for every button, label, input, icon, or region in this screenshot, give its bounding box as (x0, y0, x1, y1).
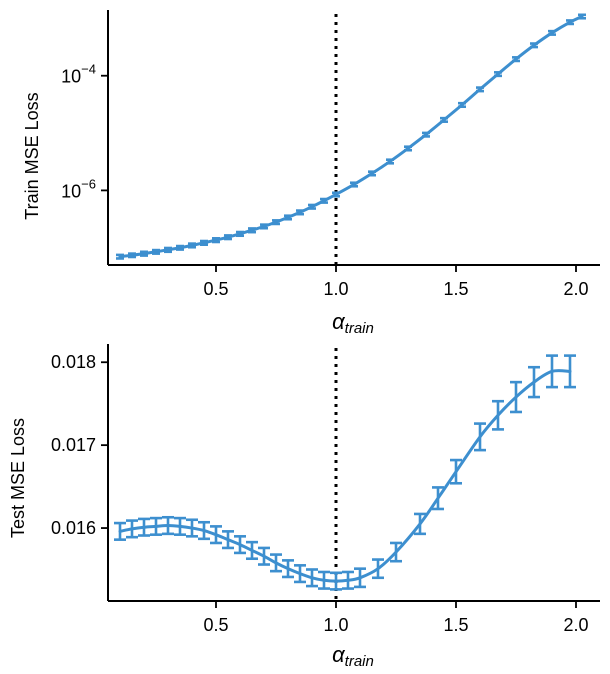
test-y-axis-title-group: Test MSE Loss (8, 418, 28, 538)
test-x-tick-label: 2.0 (563, 615, 588, 635)
train-x-axis-title: αtrain (332, 309, 374, 337)
train-x-tick-label: 1.0 (323, 279, 348, 299)
train-loss-panel: Train MSE Loss αtrain 0.5 1.0 1.5 2.0 10−6 10… (22, 10, 600, 337)
test-error-bar (270, 553, 282, 573)
test-error-bar (492, 399, 504, 431)
test-error-bar (222, 530, 234, 550)
train-error-bar (308, 203, 316, 210)
test-error-bar (546, 354, 558, 389)
train-error-bar (476, 86, 484, 93)
train-error-bar (512, 56, 520, 63)
train-error-bar (404, 145, 412, 152)
test-error-bar (162, 515, 174, 536)
train-error-bar (548, 29, 556, 36)
test-error-bar (186, 518, 198, 538)
test-error-bar (318, 570, 330, 590)
test-x-tick-label: 1.5 (443, 615, 468, 635)
train-error-bar (128, 252, 136, 259)
test-error-bar (342, 570, 354, 590)
test-error-bar (510, 380, 522, 414)
train-error-bar (530, 42, 538, 49)
test-error-bar (432, 486, 444, 511)
test-error-bar (210, 525, 222, 545)
train-error-bar (494, 71, 502, 78)
test-loss-panel: Test MSE Loss αtrain 0.5 1.0 1.5 2.00.0160.… (8, 344, 600, 670)
train-error-bar (284, 214, 292, 221)
test-y-tick-label: 0.018 (51, 352, 96, 372)
train-error-bar (236, 230, 244, 238)
test-error-bar (294, 564, 306, 584)
test-error-bar (306, 568, 318, 588)
train-x-tick-label: 0.5 (203, 279, 228, 299)
test-error-bar (414, 512, 426, 536)
test-error-bar (330, 571, 342, 591)
test-error-bar (258, 546, 270, 566)
test-y-axis-title: Test MSE Loss (8, 418, 28, 538)
test-x-axis-title: αtrain (332, 642, 374, 670)
test-x-tick-label: 0.5 (203, 615, 228, 635)
test-error-bar (126, 519, 138, 539)
test-error-bar (450, 458, 462, 485)
train-error-bar (164, 246, 172, 254)
train-error-bar (272, 219, 280, 226)
train-error-bar (260, 223, 268, 230)
train-series-line (118, 14, 584, 259)
train-error-bar (188, 242, 196, 249)
train-y-tick-label: 10−4 (61, 62, 96, 87)
test-y-tick-label: 0.016 (51, 518, 96, 538)
train-error-bar (320, 197, 328, 204)
test-error-bar (528, 365, 540, 399)
test-error-bar (114, 521, 126, 541)
test-y-tick-label: 0.017 (51, 435, 96, 455)
train-error-bar (152, 248, 160, 255)
train-x-tick-label: 1.5 (443, 279, 468, 299)
train-error-bar (440, 116, 448, 123)
test-error-bar (564, 354, 576, 389)
test-error-bar (246, 540, 258, 561)
train-error-bar (224, 234, 232, 241)
test-error-bar (234, 535, 246, 555)
train-error-bar (368, 170, 376, 177)
test-error-bar (354, 567, 366, 589)
test-error-bar (198, 520, 210, 541)
train-y-axis-title: Train MSE Loss (22, 92, 42, 219)
train-error-bar (566, 19, 574, 26)
test-error-bar (372, 558, 384, 580)
train-error-bar (332, 191, 340, 198)
train-error-bar (296, 209, 304, 216)
train-x-tick-label: 2.0 (563, 279, 588, 299)
test-plot-area: 0.5 1.0 1.5 2.0 0.016 0.017 0.018 (51, 344, 600, 635)
test-error-bar (474, 422, 486, 452)
test-error-bar (390, 541, 402, 563)
test-error-bar (138, 517, 150, 537)
train-error-bar (116, 253, 124, 260)
test-x-tick-label: 1.0 (323, 615, 348, 635)
train-error-bar (248, 227, 256, 234)
train-error-bar (386, 158, 394, 165)
train-y-axis-title-group: Train MSE Loss (22, 92, 42, 219)
train-error-bar (458, 101, 466, 109)
test-error-bar (150, 516, 162, 536)
train-y-tick-label: 10−6 (61, 176, 96, 201)
train-error-bar (140, 250, 148, 257)
train-error-bar (422, 131, 430, 138)
test-error-bar (282, 559, 294, 579)
train-error-bar (200, 239, 208, 246)
train-plot-area: 0.5 1.0 1.5 2.0 10−6 10−4 (61, 10, 600, 299)
train-error-bar (212, 237, 220, 244)
train-error-bar (350, 181, 358, 188)
train-error-bar (176, 244, 184, 251)
test-error-bar (174, 516, 186, 536)
train-error-bar (578, 13, 586, 20)
